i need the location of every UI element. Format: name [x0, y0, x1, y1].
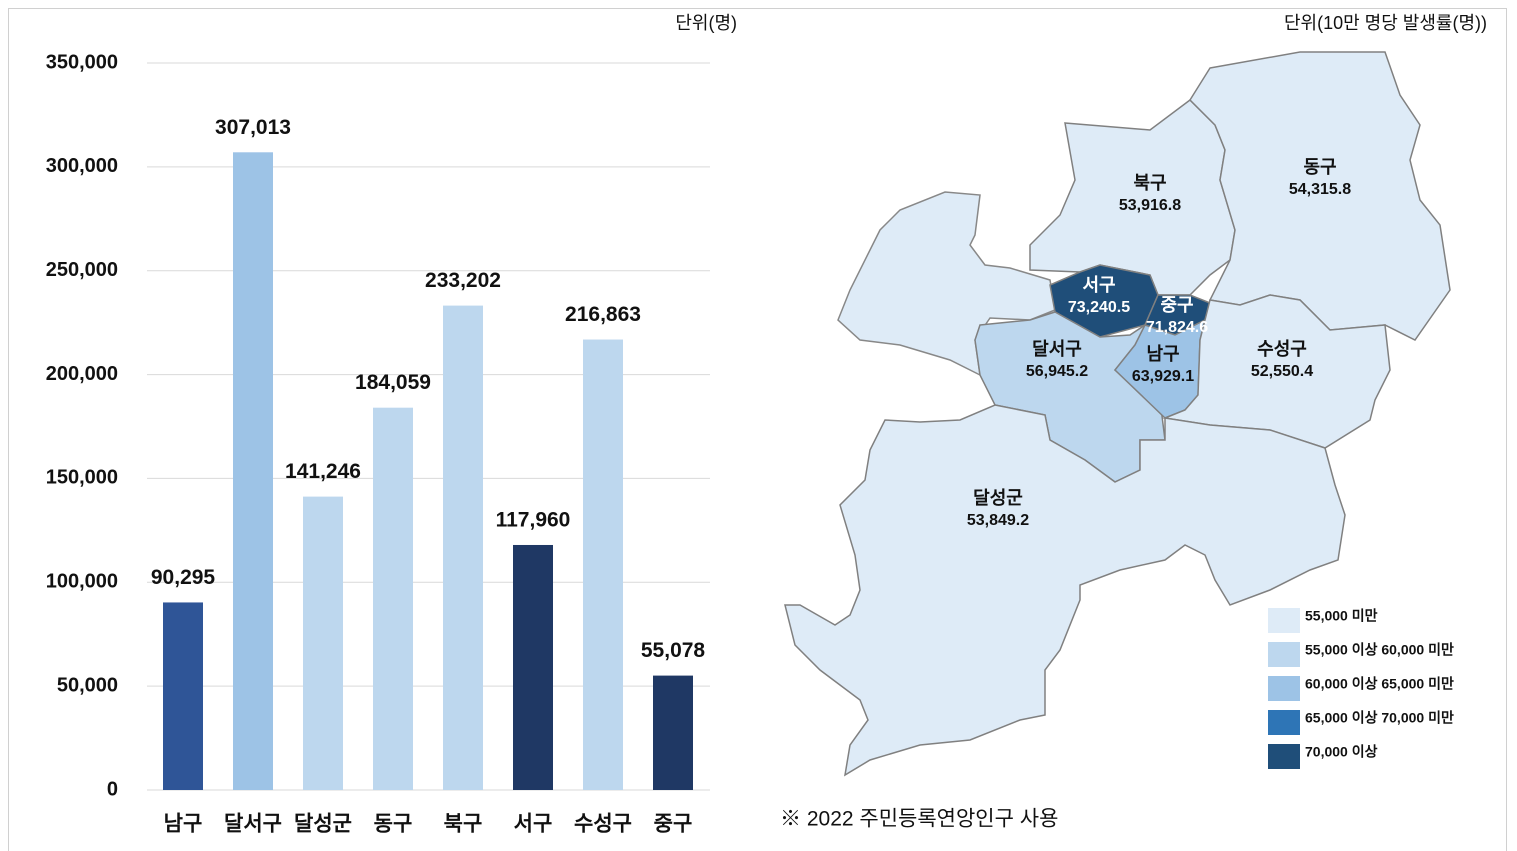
legend-label: 55,000 미만 [1305, 608, 1378, 624]
region-value: 54,315.8 [1289, 181, 1351, 198]
region [784, 404, 1346, 777]
bar [513, 544, 553, 790]
value-label: 184,059 [355, 371, 431, 394]
y-tick-label: 150,000 [46, 467, 118, 489]
value-label: 307,013 [215, 116, 291, 139]
value-label: 90,295 [151, 566, 216, 589]
note: ※ 2022 주민등록연앙인구 사용 [780, 808, 1058, 831]
bar [373, 407, 413, 790]
value-label: 216,863 [565, 303, 641, 326]
x-tick-label: 수성구 [574, 813, 632, 836]
x-tick-label: 남구 [164, 813, 203, 836]
region-name: 북구 [1133, 173, 1166, 193]
region-value: 53,916.8 [1119, 197, 1181, 214]
region-name: 서구 [1082, 275, 1115, 295]
legend-swatch [1268, 710, 1300, 735]
region-name: 중구 [1160, 295, 1193, 315]
bar [163, 602, 203, 790]
x-tick-label: 동구 [374, 813, 413, 836]
value-label: 141,246 [285, 460, 361, 483]
legend-swatch [1268, 676, 1300, 701]
legend-label: 55,000 이상 60,000 미만 [1305, 642, 1454, 658]
legend-label: 70,000 이상 [1305, 744, 1378, 760]
x-tick-label: 북구 [444, 813, 483, 836]
bar [653, 675, 693, 790]
legend-swatch [1268, 608, 1300, 633]
bar [443, 305, 483, 790]
region-value: 52,550.4 [1251, 363, 1313, 380]
region-value: 73,240.5 [1068, 299, 1130, 316]
region-value: 63,929.1 [1132, 368, 1194, 385]
value-label: 117,960 [496, 509, 571, 532]
unit-label: 단위(10만 명당 발생률(명)) [1284, 13, 1487, 33]
region [1162, 294, 1391, 449]
y-tick-label: 350,000 [46, 51, 118, 73]
x-tick-label: 달서구 [224, 813, 282, 836]
y-tick-label: 100,000 [46, 571, 118, 593]
region-value: 56,945.2 [1026, 363, 1088, 380]
frame [8, 8, 1507, 851]
y-tick-label: 200,000 [46, 363, 118, 385]
region [837, 191, 1056, 377]
x-tick-label: 서구 [514, 813, 553, 836]
unit-label: 단위(명) [675, 13, 737, 33]
legend-swatch [1268, 642, 1300, 667]
region-name: 수성구 [1257, 339, 1307, 359]
region-value: 71,824.6 [1146, 319, 1208, 336]
legend-swatch [1268, 744, 1300, 769]
y-tick-label: 0 [107, 778, 118, 800]
region-value: 53,849.2 [967, 512, 1029, 529]
region-name: 달서구 [1032, 339, 1082, 359]
y-tick-label: 250,000 [46, 259, 118, 281]
x-tick-label: 중구 [654, 813, 693, 836]
x-tick-label: 달성군 [294, 813, 352, 836]
bar [303, 496, 343, 790]
value-label: 55,078 [641, 639, 706, 662]
value-label: 233,202 [425, 269, 501, 292]
region-name: 남구 [1146, 344, 1179, 364]
region-name: 동구 [1303, 157, 1336, 177]
bar [233, 152, 273, 790]
bar [583, 339, 623, 790]
legend-label: 60,000 이상 65,000 미만 [1305, 676, 1454, 692]
region-name: 달성군 [973, 488, 1023, 508]
legend-label: 65,000 이상 70,000 미만 [1305, 710, 1454, 726]
y-tick-label: 300,000 [46, 155, 118, 177]
y-tick-label: 50,000 [57, 674, 118, 696]
